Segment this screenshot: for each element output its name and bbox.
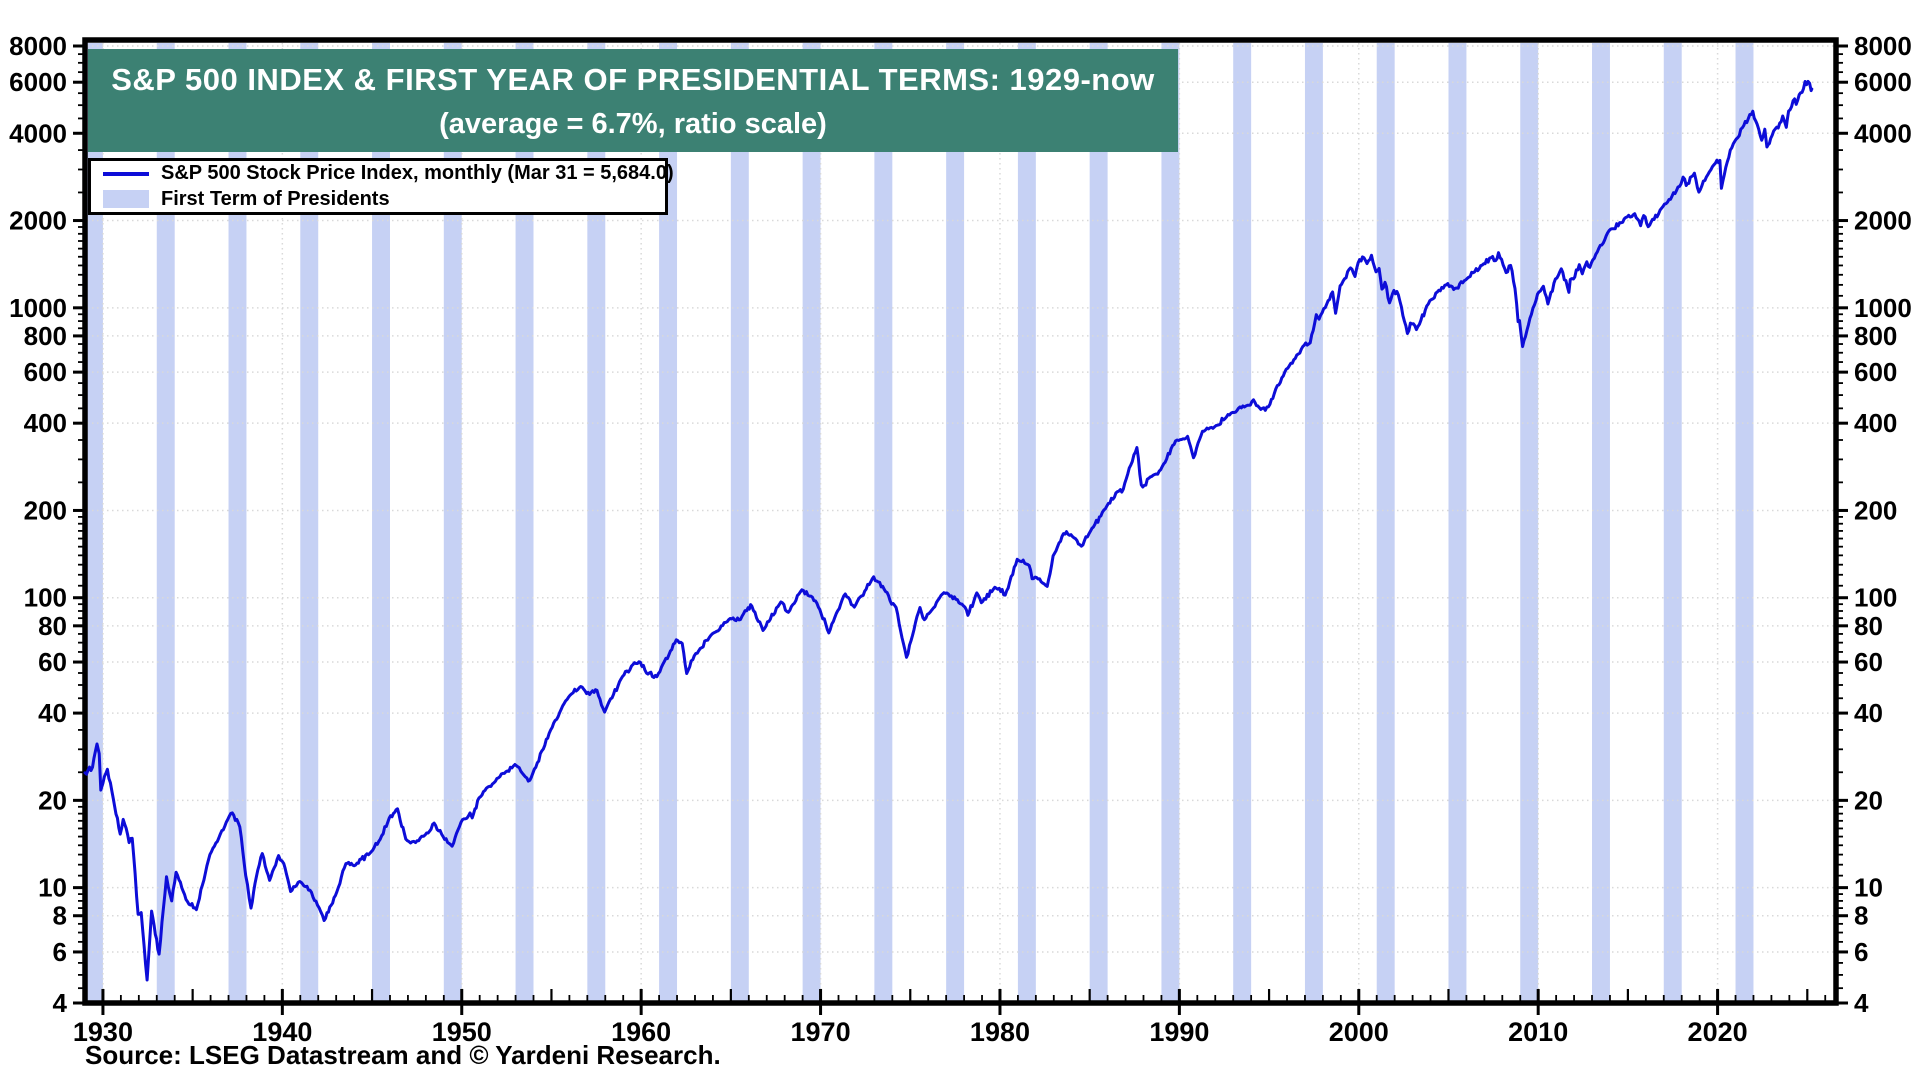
term-band-1945 [372,43,390,1001]
y-axis-label-right-1000: 1000 [1854,293,1912,323]
y-axis-label-left-4: 4 [53,988,68,1018]
x-axis-label-1940: 1940 [252,1017,312,1047]
x-axis-label-1980: 1980 [970,1017,1030,1047]
legend-label-sp500: S&P 500 Stock Price Index, monthly (Mar … [161,162,674,185]
term-band-2001 [1376,43,1395,1001]
x-axis-label-2020: 2020 [1688,1017,1748,1047]
y-axis-label-left-8: 8 [53,901,67,931]
y-axis-label-right-40: 40 [1854,698,1883,728]
term-band-1957 [587,43,606,1001]
chart-title: S&P 500 INDEX & FIRST YEAR OF PRESIDENTI… [111,61,1155,97]
first-term-band-swatch [103,190,149,209]
y-axis-label-right-8: 8 [1854,901,1868,931]
chart-title-box: S&P 500 INDEX & FIRST YEAR OF PRESIDENTI… [88,49,1178,152]
term-band-2017 [1663,43,1682,1001]
term-band-2021 [1735,43,1754,1001]
term-band-1953 [515,43,534,1001]
y-axis-label-right-6000: 6000 [1854,67,1912,97]
y-axis-label-left-10: 10 [38,873,67,903]
y-axis-label-left-200: 200 [24,495,67,525]
y-axis-label-left-100: 100 [24,583,67,613]
term-band-1941 [300,43,319,1001]
x-axis-label-1930: 1930 [73,1017,133,1047]
y-axis-label-left-6000: 6000 [9,67,67,97]
y-axis-label-right-60: 60 [1854,647,1883,677]
source-note: Source: LSEG Datastream and © Yardeni Re… [85,1040,721,1070]
x-axis-label-2000: 2000 [1329,1017,1389,1047]
y-axis-label-left-20: 20 [38,785,67,815]
y-axis-label-right-4: 4 [1854,988,1869,1018]
x-axis-label-1990: 1990 [1149,1017,1209,1047]
sp500-line-swatch [103,171,149,176]
y-axis-label-left-400: 400 [24,408,67,438]
x-axis-label-2010: 2010 [1508,1017,1568,1047]
gridlines [87,43,1834,1004]
term-band-2013 [1592,43,1610,1001]
y-axis-label-left-40: 40 [38,698,67,728]
term-band-1997 [1304,43,1323,1001]
y-axis-label-right-2000: 2000 [1854,206,1912,236]
term-band-1969 [802,43,821,1001]
legend-label-first-term: First Term of Presidents [161,187,390,210]
sp500-line [83,79,1814,982]
y-axis-label-left-60: 60 [38,647,67,677]
y-axis-label-left-6: 6 [53,937,67,967]
term-band-1993 [1233,43,1252,1001]
y-axis-label-right-600: 600 [1854,357,1897,387]
legend: S&P 500 Stock Price Index, monthly (Mar … [88,158,674,215]
term-band-2009 [1520,43,1539,1001]
x-axis-label-1970: 1970 [791,1017,851,1047]
term-band-1989 [1161,43,1180,1001]
y-axis-label-left-80: 80 [38,611,67,641]
term-band-1981 [1017,43,1036,1001]
term-band-1961 [659,43,678,1001]
y-axis-label-left-2000: 2000 [9,206,67,236]
y-axis-label-left-1000: 1000 [9,293,67,323]
y-axis-label-left-600: 600 [24,357,67,387]
y-axis-label-right-10: 10 [1854,873,1883,903]
y-axis-label-right-8000: 8000 [1854,31,1912,61]
y-axis-label-left-4000: 4000 [9,118,67,148]
chart-subtitle: (average = 6.7%, ratio scale) [439,107,827,140]
plot-border [82,37,1839,1006]
term-band-1933 [156,43,175,1001]
term-band-2005 [1448,43,1467,1001]
legend-item-first-term: First Term of Presidents [103,187,665,213]
y-axis-label-right-400: 400 [1854,408,1897,438]
y-axis-label-left-8000: 8000 [9,31,67,61]
y-axis-label-left-800: 800 [24,321,67,351]
y-axis-label-right-4000: 4000 [1854,118,1912,148]
y-axis-label-right-100: 100 [1854,583,1897,613]
term-band-1965 [730,43,749,1001]
term-band-1949 [443,43,462,1001]
y-axis-label-right-80: 80 [1854,611,1883,641]
x-axis-label-1950: 1950 [432,1017,492,1047]
legend-item-sp500: S&P 500 Stock Price Index, monthly (Mar … [103,161,674,187]
term-band-1977 [946,43,965,1001]
y-axis-label-right-20: 20 [1854,785,1883,815]
term-band-1973 [874,43,893,1001]
term-band-1937 [228,43,247,1001]
y-axis-label-right-200: 200 [1854,495,1897,525]
y-axis-label-right-800: 800 [1854,321,1897,351]
y-axis-label-right-6: 6 [1854,937,1868,967]
x-axis-label-1960: 1960 [611,1017,671,1047]
president-term-bands [85,43,1754,1001]
